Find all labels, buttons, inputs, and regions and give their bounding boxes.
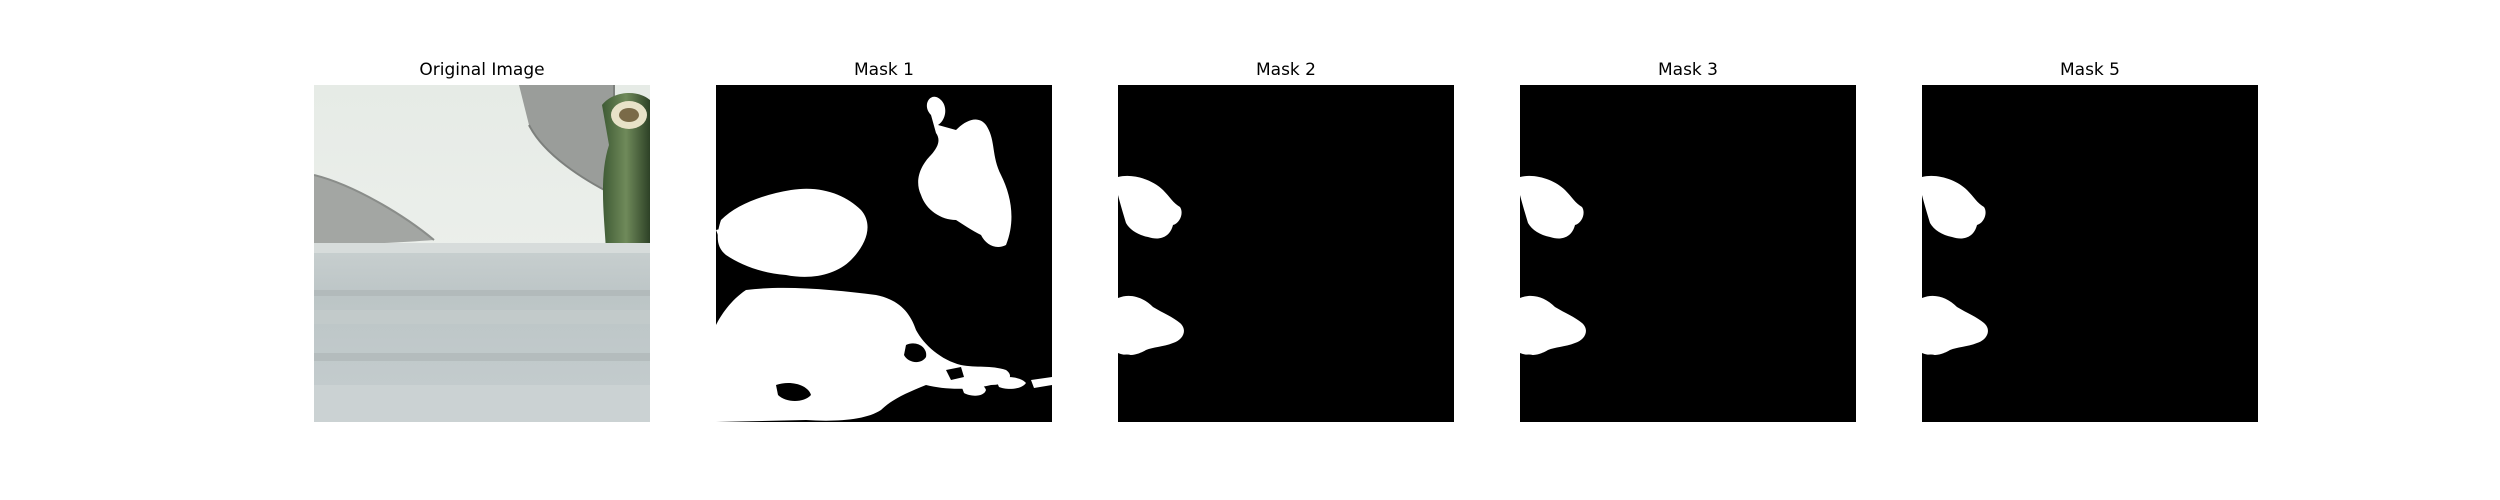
original-image-panel: Original Image (314, 0, 650, 500)
mask-2-panel: Mask 2 (1118, 0, 1454, 500)
panel-title: Original Image (419, 60, 545, 80)
panel-title: Mask 2 (1255, 60, 1316, 80)
mask-3-panel: Mask 3 (1520, 0, 1856, 500)
panel-title: Mask 1 (853, 60, 914, 80)
mask-2-image (1118, 85, 1454, 422)
mask-5-image (1922, 85, 2258, 422)
mask-1-panel: Mask 1 (716, 0, 1052, 500)
original-image (314, 85, 650, 422)
mask-5-panel: Mask 5 (1922, 0, 2258, 500)
panel-title: Mask 5 (2059, 60, 2120, 80)
panel-title: Mask 3 (1657, 60, 1718, 80)
mask-1-image (716, 85, 1052, 422)
mask-3-image (1520, 85, 1856, 422)
